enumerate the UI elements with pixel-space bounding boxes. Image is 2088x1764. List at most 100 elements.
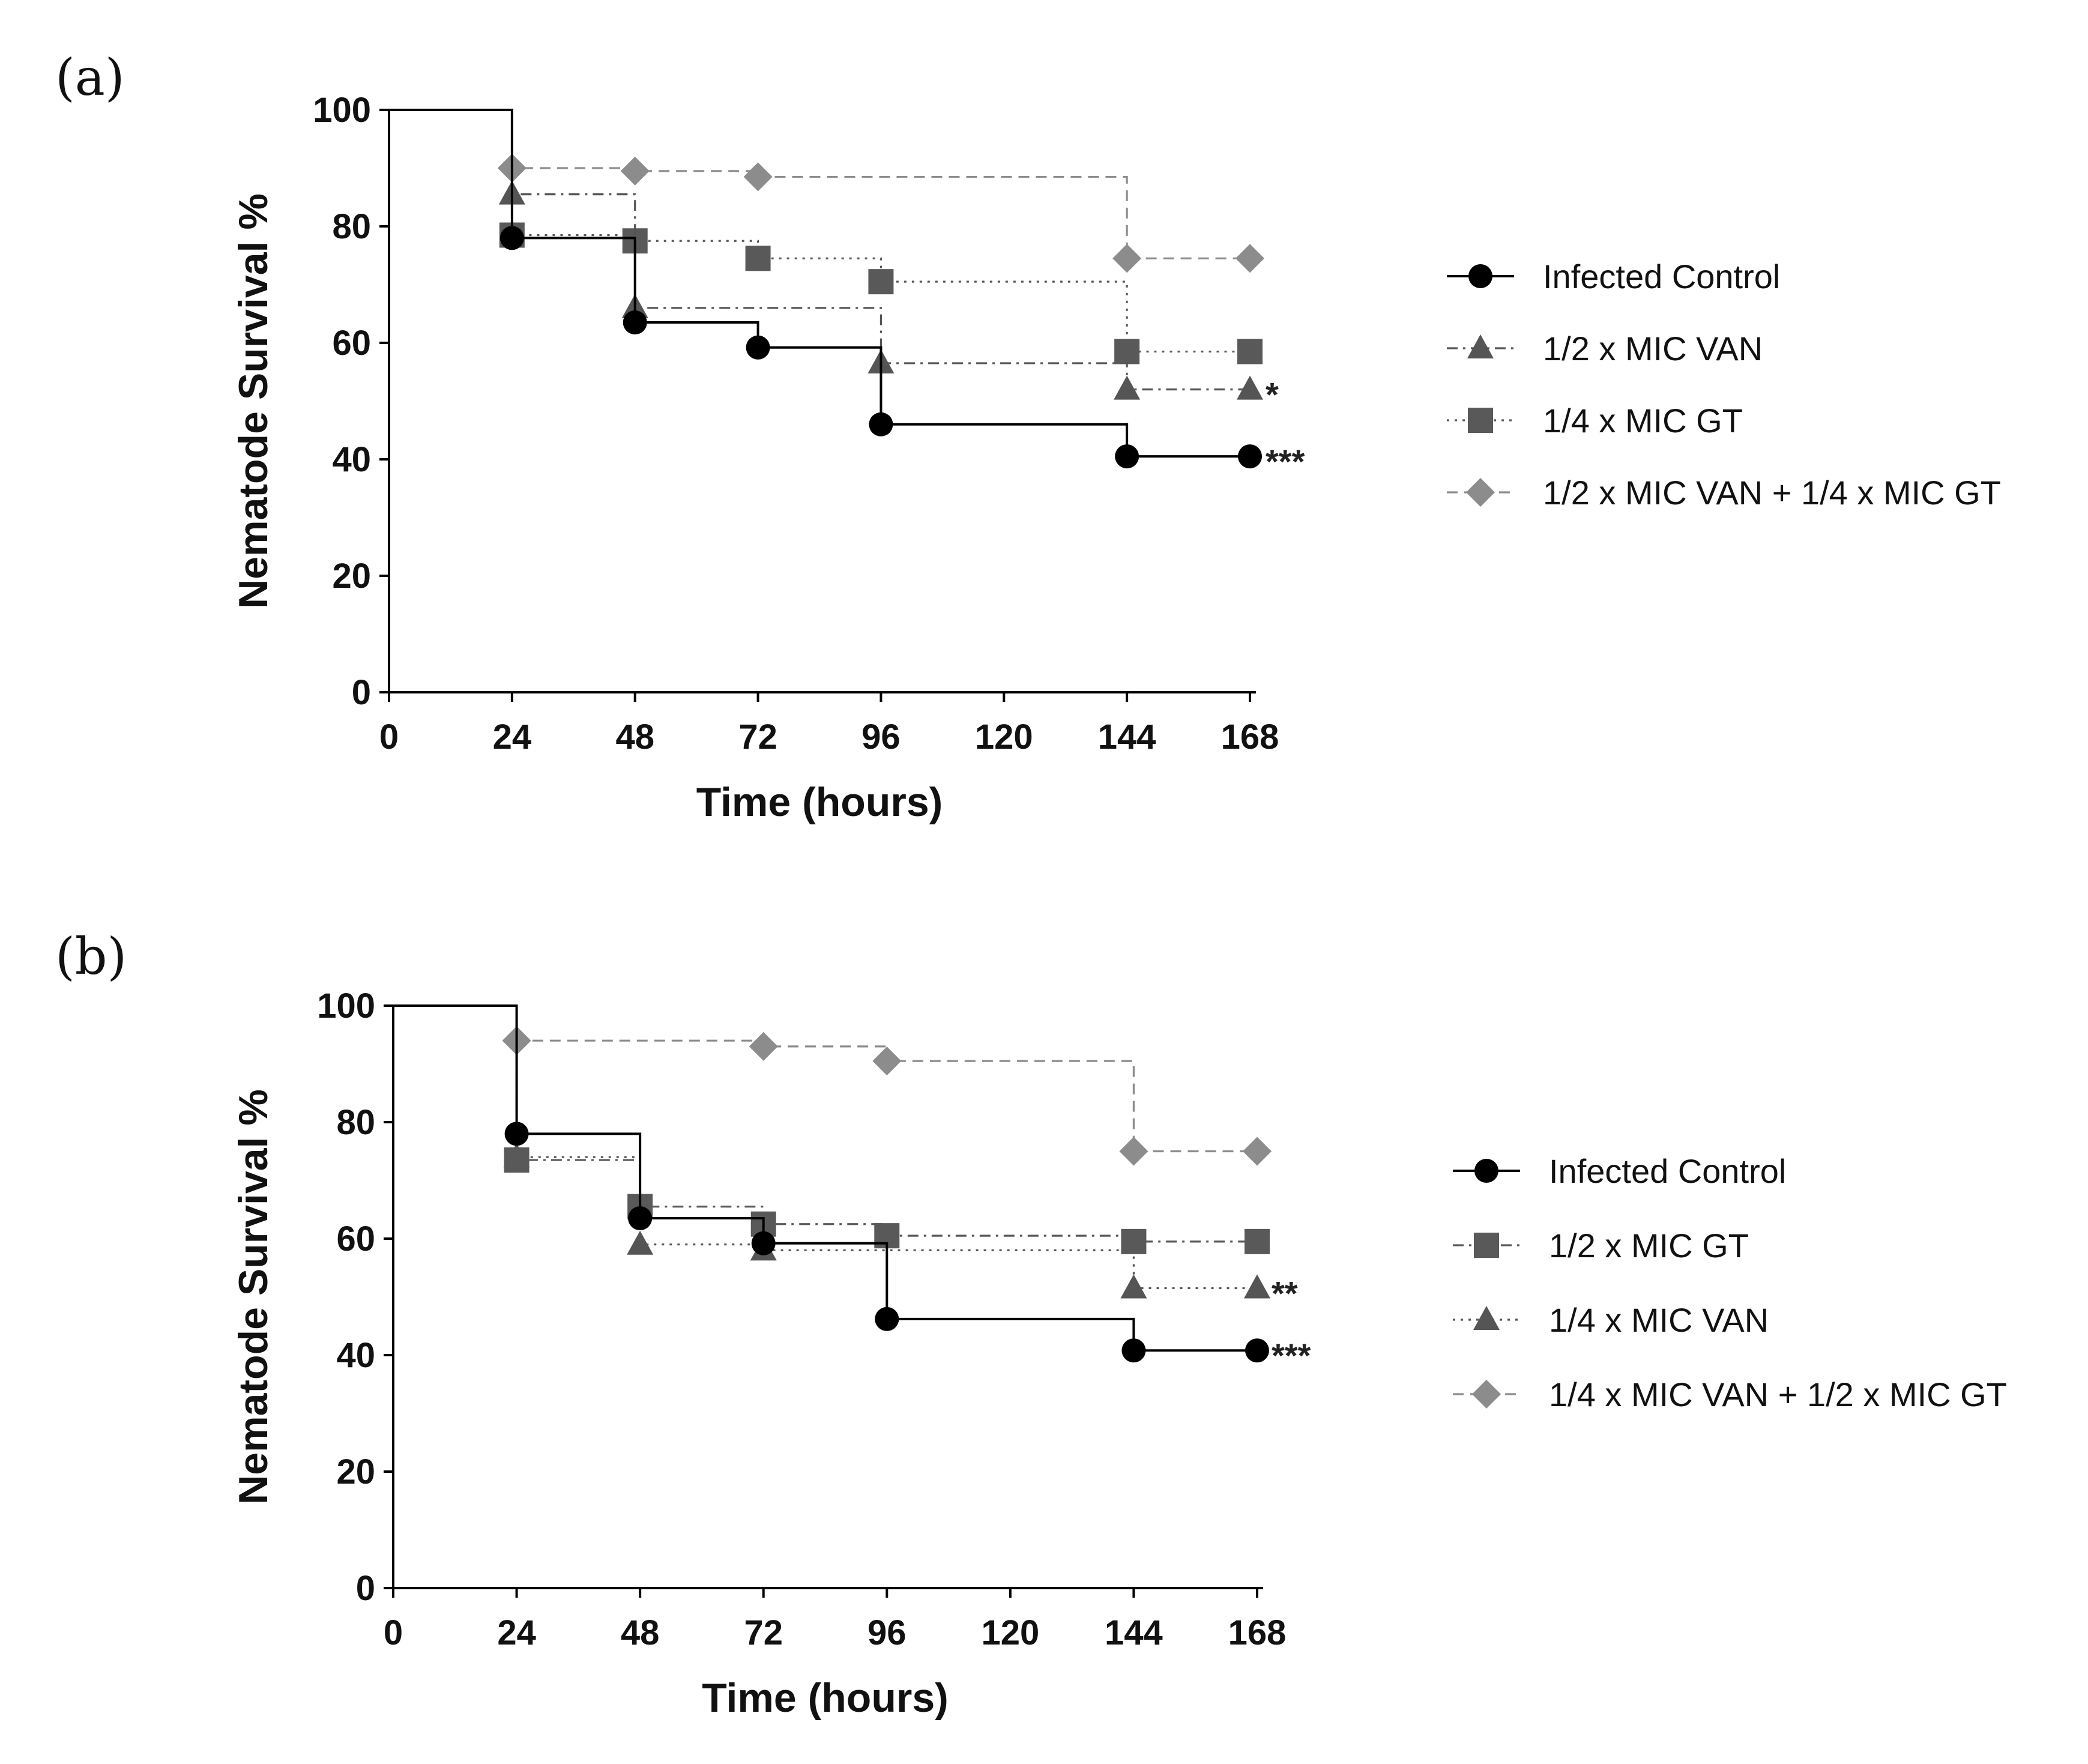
legend-marker — [1468, 408, 1493, 433]
data-point — [504, 1122, 529, 1146]
data-point — [1238, 444, 1262, 469]
legend-marker — [1472, 1380, 1501, 1409]
significance-marker: *** — [1266, 443, 1305, 480]
data-point — [1244, 1274, 1270, 1299]
panel-a: (a) 0 20 40 60 80 100 0 24 48 72 96 120 144 168 Time (h… — [55, 48, 2001, 825]
data-point — [1245, 1228, 1270, 1254]
survival-step-line — [389, 109, 1250, 458]
x-axis-title: Time (hours) — [702, 1675, 949, 1721]
data-point — [746, 335, 770, 360]
data-point — [1114, 339, 1140, 364]
legend-marker — [1474, 1159, 1498, 1183]
data-point — [1121, 1228, 1147, 1254]
legend-label: 1/4 x MIC VAN + 1/2 x MIC GT — [1549, 1376, 2007, 1413]
data-point — [1245, 1338, 1269, 1363]
y-tick-label: 20 — [332, 557, 371, 596]
data-point — [875, 1306, 899, 1331]
survival-step-line — [389, 109, 1250, 259]
panel-label: (a) — [55, 48, 125, 107]
data-point — [1237, 375, 1263, 400]
x-tick-label: 168 — [1221, 717, 1279, 757]
data-point — [1112, 244, 1142, 273]
data-point — [745, 246, 771, 271]
significance-marker: ** — [1272, 1274, 1298, 1312]
data-point — [623, 310, 647, 335]
y-tick-label: 80 — [336, 1103, 375, 1142]
legend-entry: 1/2 x MIC VAN — [1447, 330, 1763, 367]
x-tick-label: 0 — [379, 717, 399, 757]
legend-label: 1/2 x MIC GT — [1549, 1227, 1749, 1264]
legend-entry: Infected Control — [1447, 258, 1780, 295]
legend-marker — [1466, 478, 1495, 507]
x-tick-label: 120 — [975, 717, 1033, 757]
y-axis-title: Nematode Survival % — [231, 193, 276, 609]
y-tick-label: 100 — [313, 91, 371, 130]
x-tick-label: 144 — [1105, 1613, 1163, 1652]
y-tick-label: 0 — [352, 673, 371, 712]
x-tick-label: 96 — [861, 717, 901, 757]
legend-entry: 1/4 x MIC VAN + 1/2 x MIC GT — [1453, 1376, 2007, 1413]
survival-step-line — [393, 1004, 1257, 1290]
x-tick-label: 120 — [981, 1613, 1039, 1652]
x-tick-label: 48 — [615, 717, 654, 757]
x-tick-label: 24 — [497, 1613, 536, 1652]
legend-entry: 1/4 x MIC GT — [1447, 402, 1743, 439]
data-point — [749, 1032, 778, 1061]
data-point — [869, 412, 893, 436]
x-tick-label: 0 — [384, 1613, 403, 1652]
series-infected-control: *** — [393, 1004, 1311, 1374]
data-point — [504, 1147, 530, 1173]
y-tick-label: 60 — [332, 324, 371, 363]
legend-marker — [1474, 1233, 1499, 1258]
data-point — [868, 269, 894, 295]
x-tick-label: 168 — [1228, 1613, 1287, 1652]
series-1-2-x-mic-van-1-4-x-mic-gt — [389, 109, 1264, 273]
series-infected-control: *** — [389, 109, 1305, 480]
data-point — [499, 226, 524, 250]
x-tick-label: 96 — [867, 1613, 907, 1652]
panel-b: (b) 0 20 40 60 80 100 0 24 48 72 96 120 144 168 Time (h… — [55, 927, 2007, 1721]
data-point — [872, 1047, 902, 1076]
x-tick-label: 24 — [493, 717, 532, 757]
legend-label: 1/2 x MIC VAN + 1/4 x MIC GT — [1543, 474, 2001, 512]
data-point — [1119, 1137, 1148, 1166]
data-point — [1121, 1338, 1146, 1363]
data-point — [1120, 1274, 1147, 1299]
legend-entry: 1/4 x MIC VAN — [1453, 1301, 1769, 1339]
x-tick-label: 72 — [738, 717, 777, 757]
series-1-2-x-mic-van: * — [389, 109, 1279, 414]
legend-label: 1/4 x MIC GT — [1543, 402, 1743, 439]
panel-label: (b) — [55, 927, 127, 986]
x-tick-label: 48 — [621, 1613, 660, 1652]
data-point — [1114, 375, 1141, 400]
data-point — [628, 1206, 653, 1231]
legend-marker — [1467, 334, 1494, 358]
legend-label: 1/2 x MIC VAN — [1543, 330, 1763, 367]
y-tick-label: 0 — [356, 1569, 375, 1608]
y-tick-label: 60 — [336, 1219, 375, 1258]
significance-marker: * — [1266, 376, 1279, 414]
data-point — [1237, 339, 1263, 364]
legend-entry: 1/2 x MIC GT — [1453, 1227, 1749, 1264]
legend-entry: Infected Control — [1453, 1152, 1786, 1190]
data-point — [1236, 244, 1264, 273]
y-tick-label: 40 — [336, 1336, 375, 1375]
x-tick-label: 144 — [1098, 717, 1156, 757]
y-axis-title: Nematode Survival % — [231, 1089, 276, 1505]
data-point — [627, 1230, 654, 1255]
y-tick-label: 80 — [332, 207, 371, 246]
data-point — [1243, 1137, 1272, 1166]
y-tick-label: 40 — [332, 440, 371, 479]
x-tick-label: 72 — [744, 1613, 783, 1652]
legend-marker — [1473, 1306, 1500, 1330]
legend-label: 1/4 x MIC VAN — [1549, 1301, 1769, 1339]
data-point — [751, 1231, 776, 1255]
y-tick-label: 100 — [317, 986, 375, 1025]
data-point — [1115, 444, 1139, 469]
significance-marker: *** — [1272, 1337, 1311, 1374]
legend-marker — [1468, 264, 1492, 288]
data-point — [743, 162, 773, 192]
legend-label: Infected Control — [1543, 258, 1780, 295]
data-point — [620, 156, 650, 186]
